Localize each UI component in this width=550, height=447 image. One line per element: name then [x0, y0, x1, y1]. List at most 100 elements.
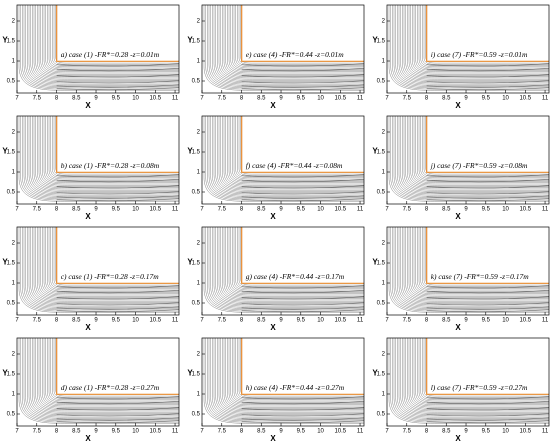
streamline — [43, 5, 179, 73]
streamline — [56, 296, 180, 300]
x-tick-label: 8.5 — [257, 318, 266, 324]
streamline — [241, 195, 365, 199]
panel-caption: e) case (4) -FR*=0.44 -z=0.01m — [246, 50, 345, 59]
streamline — [241, 290, 365, 294]
streamline — [45, 5, 179, 71]
plot-frame — [386, 337, 550, 427]
plot-frame — [201, 226, 365, 316]
streamline — [402, 116, 549, 192]
y-tick-label: 0.5 — [377, 301, 386, 307]
streamline — [207, 338, 364, 422]
y-tick-label: 1 — [197, 170, 201, 176]
streamline — [18, 5, 179, 91]
streamline — [220, 5, 364, 79]
x-tick-label: 9 — [279, 318, 283, 324]
panel-caption: h) case (4) -FR*=0.44 -z=0.27m — [246, 383, 345, 392]
x-tick-label: 9 — [279, 96, 283, 102]
streamline — [212, 5, 364, 85]
y-tick-label: 0.5 — [192, 301, 201, 307]
streamline — [426, 413, 550, 417]
x-tick-label: 11 — [357, 96, 364, 102]
y-tick-label: 0.5 — [7, 301, 16, 307]
streamline — [207, 227, 364, 311]
streamline — [408, 5, 549, 76]
x-axis-label: X — [455, 323, 461, 332]
panel: 7 7.5 8 8.5 9 9.5 10 10.5 11 0.5 1 1.5 2 X Yj) case (7… — [372, 115, 550, 221]
streamline — [240, 116, 364, 175]
streamline — [28, 338, 179, 417]
x-tick-label: 9.5 — [112, 318, 121, 324]
streamline — [38, 116, 179, 187]
streamline — [33, 338, 179, 413]
streamline — [47, 5, 179, 70]
streamline — [241, 413, 365, 417]
streamline — [405, 5, 549, 79]
x-tick-label: 7.5 — [218, 207, 227, 213]
x-tick-label: 10 — [132, 207, 139, 213]
streamline — [56, 68, 180, 72]
wall-edge — [241, 116, 364, 173]
streamline — [425, 116, 549, 175]
streamline — [225, 5, 364, 75]
x-tick-label: 11 — [542, 318, 549, 324]
streamline — [241, 407, 365, 411]
solid-wall — [241, 116, 364, 173]
streamline — [238, 338, 364, 398]
streamline — [56, 309, 180, 313]
x-tick-label: 10 — [502, 207, 509, 213]
x-tick-label: 9.5 — [297, 429, 306, 435]
x-tick-label: 7 — [15, 318, 19, 324]
x-tick-label: 11 — [172, 96, 179, 102]
y-tick-label: 1 — [197, 281, 201, 287]
streamline — [403, 338, 549, 413]
x-tick-label: 11 — [542, 429, 549, 435]
streamline — [402, 227, 549, 303]
y-axis-label: Y — [187, 146, 193, 155]
x-axis-label: X — [85, 434, 91, 443]
streamline — [22, 227, 179, 311]
streamline — [423, 227, 549, 287]
y-tick-label: 1 — [197, 392, 201, 398]
wall-edge — [56, 116, 179, 173]
streamline — [217, 338, 364, 414]
streamline — [413, 5, 549, 73]
x-tick-label: 11 — [357, 207, 364, 213]
streamline — [408, 227, 549, 298]
y-tick-label: 2 — [382, 19, 386, 25]
streamline — [402, 338, 549, 414]
panel: 7 7.5 8 8.5 9 9.5 10 10.5 11 0.5 1 1.5 2 X Ye) case (4… — [187, 4, 365, 110]
streamline — [218, 227, 364, 302]
x-tick-label: 11 — [542, 96, 549, 102]
streamline — [55, 227, 179, 286]
streamline — [403, 227, 549, 302]
y-tick-label: 1 — [12, 170, 16, 176]
streamline — [233, 5, 364, 69]
y-tick-label: 1.5 — [192, 150, 201, 156]
streamline — [397, 116, 549, 196]
x-tick-label: 9 — [94, 207, 98, 213]
streamline — [393, 227, 549, 309]
streamline — [241, 309, 365, 313]
x-tick-label: 7.5 — [403, 96, 412, 102]
x-tick-label: 8 — [240, 207, 244, 213]
y-tick-label: 1.5 — [377, 39, 386, 45]
streamline — [397, 227, 549, 307]
x-tick-label: 9.5 — [482, 207, 491, 213]
streamline — [56, 63, 180, 67]
y-tick-label: 2 — [12, 352, 16, 358]
x-tick-label: 8 — [425, 96, 429, 102]
streamline — [392, 227, 549, 311]
streamline — [37, 227, 179, 299]
y-axis-label: Y — [187, 35, 193, 44]
x-tick-label: 8.5 — [72, 207, 81, 213]
streamline — [28, 227, 179, 306]
x-tick-label: 10 — [132, 429, 139, 435]
streamline — [426, 302, 550, 306]
x-tick-label: 11 — [172, 207, 179, 213]
streamline — [388, 5, 549, 91]
streamline — [48, 5, 179, 69]
streamline — [407, 227, 549, 299]
streamline — [42, 5, 179, 74]
panel-caption: k) case (7) -FR*=0.59 -z=0.17m — [431, 272, 530, 281]
y-tick-label: 2 — [382, 130, 386, 136]
